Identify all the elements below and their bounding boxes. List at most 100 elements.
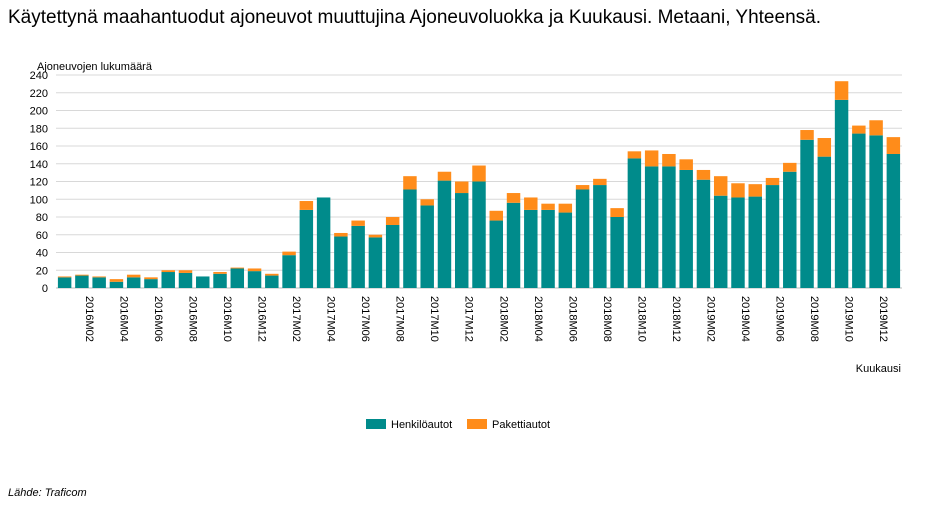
bar-henkiloautot — [834, 99, 849, 288]
bar-pakettiautot — [800, 130, 814, 140]
bar-henkiloautot — [489, 220, 503, 288]
bar-henkiloautot — [178, 272, 193, 288]
bar-pakettiautot — [610, 208, 624, 217]
bar-henkiloautot — [662, 166, 676, 288]
bar-pakettiautot — [334, 232, 348, 237]
y-tick-label: 40 — [36, 248, 48, 260]
bar-pakettiautot — [834, 81, 849, 100]
x-tick-label: 2016M10 — [221, 296, 233, 342]
bar-henkiloautot — [385, 224, 400, 288]
x-tick-label: 2019M04 — [739, 296, 751, 342]
y-tick-label: 60 — [36, 230, 48, 242]
bar-henkiloautot — [713, 195, 728, 288]
bar-pakettiautot — [403, 176, 417, 190]
bar-pakettiautot — [437, 171, 452, 181]
x-tick-label: 2018M10 — [635, 296, 647, 342]
bar-henkiloautot — [109, 281, 124, 288]
bar-pakettiautot — [109, 279, 124, 282]
bar-pakettiautot — [506, 193, 521, 203]
x-tick-label: 2018M04 — [532, 296, 544, 342]
bar-pakettiautot — [92, 276, 106, 278]
y-tick-label: 180 — [30, 123, 48, 135]
x-axis-title: Kuukausi — [856, 363, 901, 375]
bar-henkiloautot — [610, 217, 624, 288]
x-tick-label: 2018M12 — [670, 296, 682, 342]
x-tick-label: 2017M08 — [394, 296, 406, 342]
bar-pakettiautot — [558, 203, 573, 213]
x-tick-label: 2019M02 — [704, 296, 716, 342]
y-tick-label: 0 — [42, 283, 48, 295]
legend-swatch-henkiloautot — [366, 419, 386, 429]
legend: Henkilöautot Pakettiautot — [366, 419, 550, 431]
bar-henkiloautot — [334, 236, 348, 288]
bar-pakettiautot — [282, 251, 296, 256]
chart-title: Käytettynä maahantuodut ajoneuvot muuttu… — [8, 7, 821, 28]
bar-henkiloautot — [869, 135, 883, 288]
x-tick-label: 2018M06 — [566, 296, 578, 342]
bar-pakettiautot — [869, 120, 883, 136]
x-tick-label: 2017M10 — [428, 296, 440, 342]
bar-pakettiautot — [489, 210, 503, 221]
x-tick-label: 2019M10 — [843, 296, 855, 342]
bar-henkiloautot — [696, 179, 711, 288]
bar-henkiloautot — [765, 185, 780, 288]
bar-henkiloautot — [299, 209, 314, 288]
bar-henkiloautot — [368, 237, 383, 288]
bar-henkiloautot — [472, 181, 486, 288]
bar-pakettiautot — [75, 274, 89, 276]
bar-pakettiautot — [731, 183, 745, 198]
bars — [57, 81, 901, 288]
bar-pakettiautot — [455, 181, 469, 194]
bar-pakettiautot — [886, 137, 901, 154]
y-tick-label: 80 — [36, 212, 48, 224]
x-tick-label: 2016M06 — [152, 296, 164, 342]
bar-henkiloautot — [593, 185, 607, 288]
bar-henkiloautot — [627, 158, 642, 288]
bar-henkiloautot — [230, 268, 245, 288]
bar-pakettiautot — [144, 277, 158, 280]
bar-henkiloautot — [800, 139, 814, 288]
bar-henkiloautot — [679, 169, 693, 288]
bar-pakettiautot — [472, 165, 486, 182]
bar-pakettiautot — [627, 151, 642, 159]
x-tick-label: 2019M06 — [774, 296, 786, 342]
bar-pakettiautot — [420, 199, 434, 206]
y-tick-label: 140 — [30, 159, 48, 171]
bar-henkiloautot — [282, 255, 296, 288]
bar-henkiloautot — [558, 212, 573, 288]
bar-henkiloautot — [437, 180, 452, 288]
bar-pakettiautot — [178, 270, 193, 273]
x-tick-label: 2016M04 — [117, 296, 129, 342]
bar-pakettiautot — [696, 169, 711, 180]
bar-pakettiautot — [126, 274, 141, 278]
bar-henkiloautot — [644, 166, 659, 288]
x-tick-label: 2019M08 — [808, 296, 820, 342]
bar-pakettiautot — [679, 159, 693, 170]
bar-pakettiautot — [593, 178, 607, 186]
y-axis-title: Ajoneuvojen lukumäärä — [37, 61, 153, 73]
x-tick-label: 2018M08 — [601, 296, 613, 342]
bar-henkiloautot — [92, 277, 106, 288]
y-tick-label: 120 — [30, 177, 48, 189]
bar-pakettiautot — [852, 125, 866, 134]
bar-henkiloautot — [161, 272, 175, 288]
bar-henkiloautot — [506, 202, 521, 288]
bar-pakettiautot — [748, 184, 762, 197]
bar-henkiloautot — [783, 171, 797, 288]
bar-pakettiautot — [524, 197, 538, 210]
bar-henkiloautot — [126, 277, 141, 288]
bar-pakettiautot — [161, 270, 175, 273]
bar-pakettiautot — [265, 273, 279, 276]
bar-henkiloautot — [852, 133, 866, 288]
legend-label-henkiloautot: Henkilöautot — [391, 419, 452, 431]
bar-henkiloautot — [213, 273, 227, 288]
bar-henkiloautot — [748, 196, 762, 288]
bar-pakettiautot — [351, 220, 365, 226]
bar-henkiloautot — [455, 193, 469, 288]
x-tick-label: 2016M02 — [83, 296, 95, 342]
x-tick-label: 2017M06 — [359, 296, 371, 342]
bar-pakettiautot — [817, 138, 832, 157]
bar-pakettiautot — [662, 153, 676, 167]
bar-pakettiautot — [385, 217, 400, 225]
